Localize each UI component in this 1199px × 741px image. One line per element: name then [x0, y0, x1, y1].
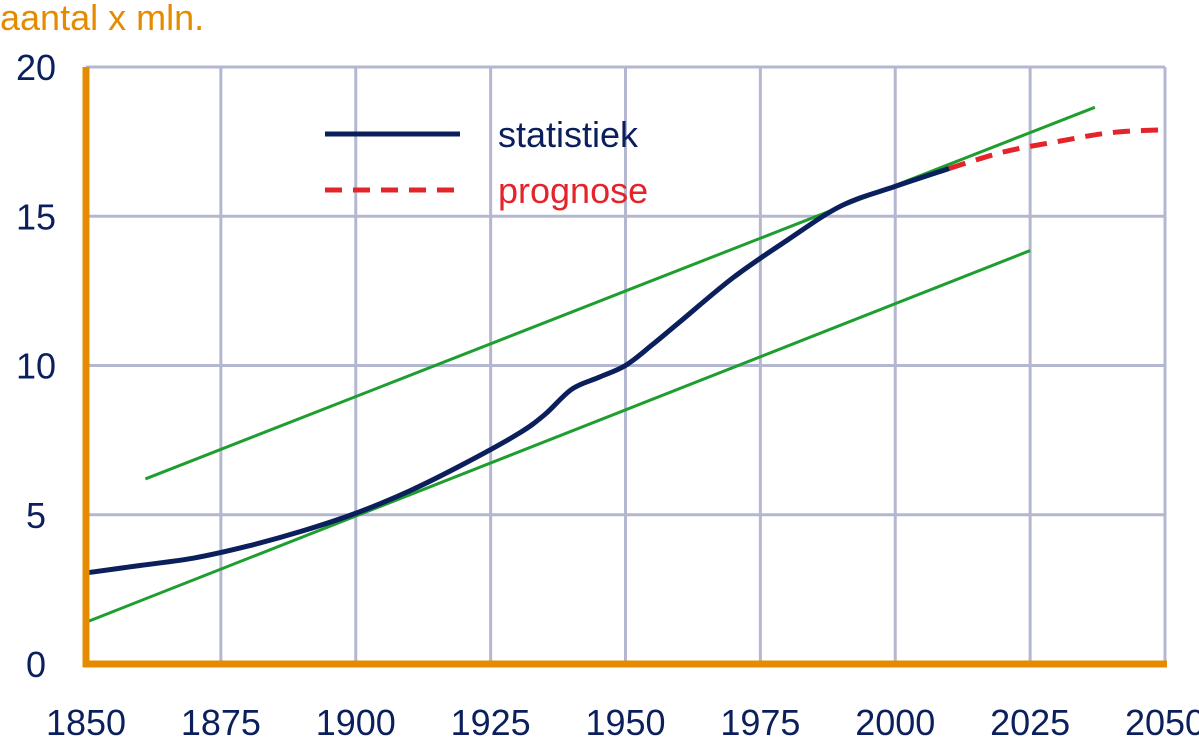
y-tick-label-15: 15 [16, 196, 56, 237]
series-layer [85, 105, 1166, 624]
y-tick-label-20: 20 [16, 47, 56, 88]
trend-line-1 [144, 105, 1096, 481]
x-tick-label-1925: 1925 [451, 702, 531, 741]
x-tick-label-2000: 2000 [855, 702, 935, 741]
x-tick-label-1950: 1950 [585, 702, 665, 741]
y-tick-label-5: 5 [26, 495, 46, 536]
trend-line-2 [85, 249, 1031, 624]
y-tick-label-0: 0 [26, 644, 46, 685]
legend-label-prognose: prognose [498, 170, 648, 211]
x-tick-label-1875: 1875 [181, 702, 261, 741]
x-tick-label-2050: 2050 [1125, 702, 1199, 741]
x-tick-label-1900: 1900 [316, 702, 396, 741]
y-axis-label: aantal x mln. [0, 0, 204, 38]
y-tick-label-10: 10 [16, 346, 56, 387]
x-tick-label-1975: 1975 [720, 702, 800, 741]
series-line-prognose [948, 127, 1166, 171]
axes [82, 67, 1167, 668]
x-tick-label-1850: 1850 [46, 702, 126, 741]
tick-labels: 1850 1875 1900 1925 1950 1975 2000 2025 2050 0 5 10… [16, 47, 1199, 741]
x-tick-label-2025: 2025 [990, 702, 1070, 741]
legend: statistiek prognose [325, 114, 648, 211]
series-line-statistiek [85, 166, 950, 576]
legend-label-statistiek: statistiek [498, 114, 639, 155]
